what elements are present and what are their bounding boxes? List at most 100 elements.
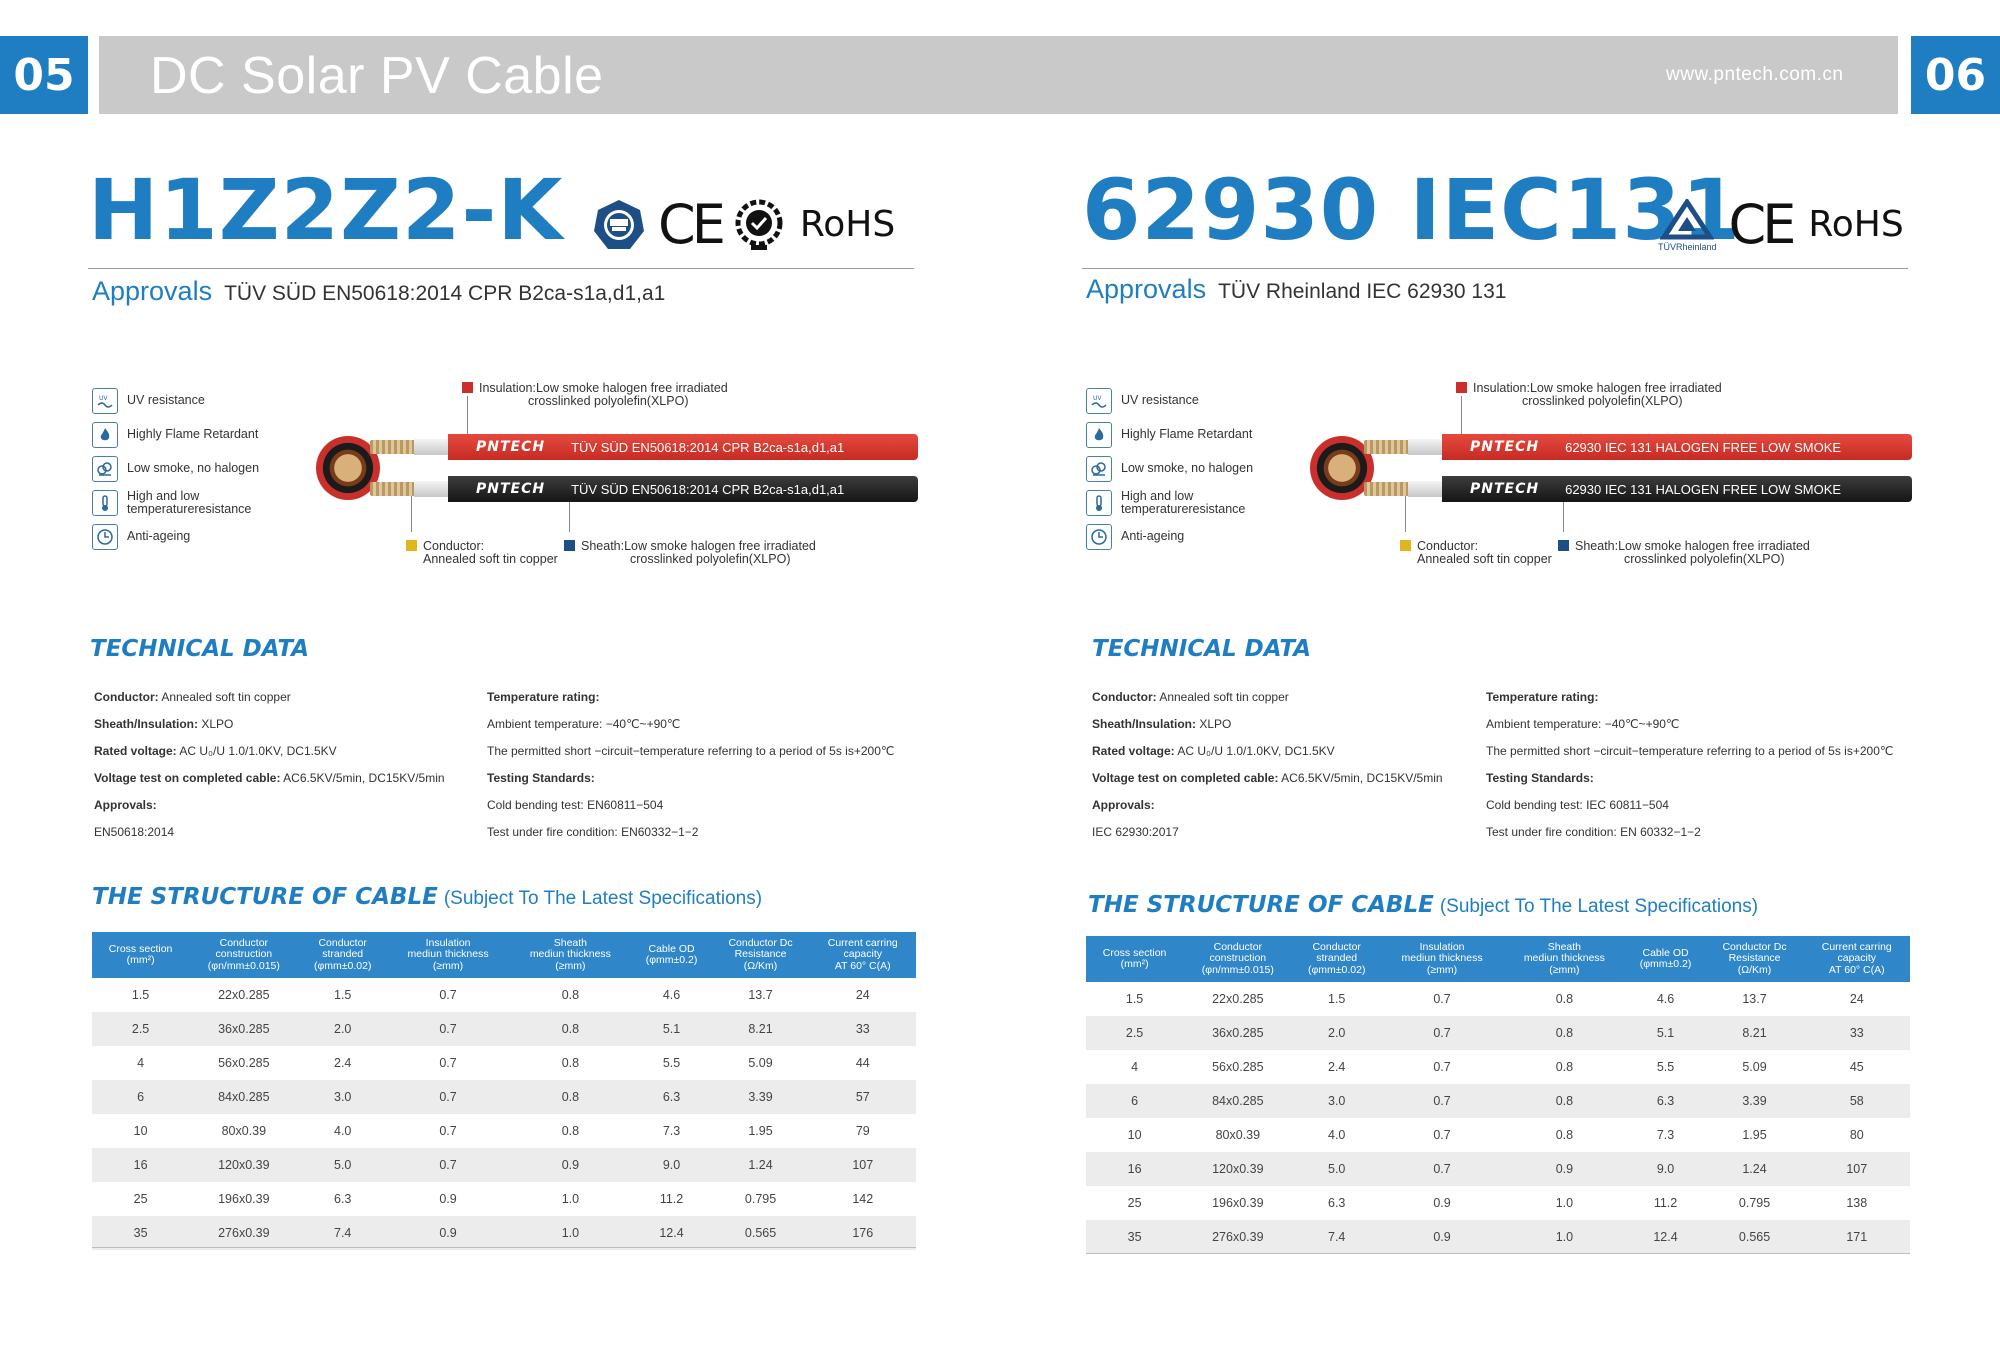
clock-icon — [1086, 524, 1112, 550]
table-cell: 22x0.285 — [189, 978, 299, 1012]
table-cell: 0.8 — [1503, 1084, 1626, 1118]
feature-item: High and low temperatureresistance — [92, 486, 267, 520]
table-cell: 0.795 — [711, 1182, 810, 1216]
conductor-text-1: Conductor: — [423, 539, 485, 553]
rohs-mark: RoHS — [1808, 204, 1904, 245]
structure-title-text: THE STRUCTURE OF CABLE — [92, 884, 438, 910]
table-cell: 0.8 — [1503, 1016, 1626, 1050]
table-cell: 36x0.285 — [189, 1012, 299, 1046]
column-header-line: Conductor Dc — [1722, 941, 1787, 954]
table-cell: 2.4 — [1292, 1050, 1381, 1084]
table-cell: 276x0.39 — [1183, 1220, 1293, 1254]
approvals-label: Approvals — [92, 276, 213, 306]
clock-icon — [92, 524, 118, 550]
table-cell: 1.5 — [92, 978, 190, 1012]
tech-line: Testing Standards: — [1486, 771, 1594, 785]
approvals: Approvals TÜV SÜD EN50618:2014 CPR B2ca-… — [92, 276, 665, 307]
feature-list: UV UV resistance Highly Flame Retardant … — [92, 384, 267, 554]
table-row: 1.5 22x0.285 1.5 0.7 0.8 4.6 13.7 24 — [92, 978, 916, 1012]
table-cell: 5.0 — [1292, 1152, 1381, 1186]
table-cell: 25 — [1086, 1186, 1184, 1220]
table-cell: 1.24 — [711, 1148, 810, 1182]
callout-line — [569, 502, 570, 532]
column-header: Cross section (mm²) — [92, 932, 190, 978]
callout-line — [1405, 496, 1406, 532]
tech-line: Rated voltage: AC U₀/U 1.0/1.0KV, DC1.5K… — [94, 744, 337, 758]
column-header-line: Cable OD — [648, 942, 695, 955]
table-cell: 12.4 — [1625, 1220, 1706, 1254]
model-name: H1Z2Z2-K — [88, 161, 564, 259]
table-cell: 1.95 — [711, 1114, 810, 1148]
table-cell: 0.9 — [1503, 1152, 1626, 1186]
tech-line: Temperature rating: — [487, 690, 600, 704]
table-cell: 0.9 — [1380, 1220, 1504, 1254]
structure-table: Cross section (mm²) Conductor construction(… — [92, 932, 916, 1250]
column-header-line: Current carring — [1821, 941, 1892, 954]
column-header-line: Current carring — [827, 937, 898, 950]
uv-icon: UV — [1086, 388, 1112, 414]
column-header-line: Sheath — [553, 937, 588, 950]
column-header-line: mediun thickness — [529, 948, 611, 961]
table-cell: 3.39 — [711, 1080, 810, 1114]
table-row: 10 80x0.39 4.0 0.7 0.8 7.3 1.95 80 — [1086, 1118, 1910, 1152]
cable-print-black: 62930 IEC 131 HALOGEN FREE LOW SMOKE — [1565, 481, 1842, 497]
insulation-text-1: Insulation:Low smoke halogen free irradi… — [479, 381, 728, 395]
feature-label: UV resistance — [1121, 393, 1199, 408]
table-cell: 22x0.285 — [1183, 982, 1293, 1016]
table-cell: 11.2 — [631, 1182, 712, 1216]
table-cell: 5.09 — [1705, 1050, 1804, 1084]
flame-icon — [1086, 422, 1112, 448]
divider — [1082, 268, 1908, 269]
table-cell: 2.5 — [1086, 1016, 1184, 1050]
table-cell: 25 — [92, 1182, 190, 1216]
sheath-text-1: Sheath:Low smoke halogen free irradiated — [581, 539, 816, 553]
tech-line: Testing Standards: — [487, 771, 595, 785]
table-cell: 5.1 — [631, 1012, 712, 1046]
table-cell: 0.7 — [1380, 982, 1504, 1016]
cable-cross-section — [1310, 436, 1374, 500]
table-row: 25 196x0.39 6.3 0.9 1.0 11.2 0.795 142 — [92, 1182, 916, 1216]
table-row: 25 196x0.39 6.3 0.9 1.0 11.2 0.795 138 — [1086, 1186, 1910, 1220]
cable-print-red: TÜV SÜD EN50618:2014 CPR B2ca-s1a,d1,a1 — [571, 439, 845, 455]
tech-line: Cold bending test: EN60811−504 — [487, 798, 664, 812]
website-url: www.pntech.com.cn — [1666, 64, 1844, 85]
flame-icon — [92, 422, 118, 448]
column-header-line: (Ω/Km) — [1737, 963, 1772, 976]
cable-brand: PNTECH — [476, 439, 546, 455]
structure-subtitle: (Subject To The Latest Specifications) — [443, 888, 763, 909]
feature-label: High and low temperatureresistance — [127, 488, 252, 516]
tech-line: The permitted short −circuit−temperature… — [487, 744, 895, 758]
insulation-callout: Insulation:Low smoke halogen free irradi… — [1456, 381, 1722, 408]
column-header-line: (φmm±0.2) — [645, 954, 698, 966]
table-row: 2.5 36x0.285 2.0 0.7 0.8 5.1 8.21 33 — [1086, 1016, 1910, 1050]
column-header-line: (Ω/Km) — [743, 959, 778, 972]
column-header: Cable OD (φmm±0.2) — [1625, 936, 1706, 982]
table-cell: 80x0.39 — [1183, 1118, 1293, 1152]
feature-item: UV UV resistance — [1086, 384, 1261, 418]
table-cell: 107 — [1803, 1152, 1910, 1186]
table-cell: 4.6 — [631, 978, 712, 1012]
page-number-left: 05 — [0, 36, 88, 114]
table-cell: 176 — [809, 1216, 916, 1250]
black-cable-core — [370, 479, 450, 499]
table-cell: 0.8 — [509, 1080, 632, 1114]
column-header: Conductor stranded (φmm±0.02) — [298, 932, 387, 978]
column-header: Insulation mediun thickness (≥mm) — [1380, 936, 1504, 982]
table-cell: 84x0.285 — [189, 1080, 299, 1114]
table-cell: 9.0 — [631, 1148, 712, 1182]
red-cable-core — [1364, 437, 1444, 457]
callout-line — [1563, 502, 1564, 532]
approvals-text: TÜV SÜD EN50618:2014 CPR B2ca-s1a,d1,a1 — [224, 282, 666, 305]
svg-text:UV: UV — [1093, 395, 1102, 402]
column-header-line: stranded — [1316, 952, 1358, 965]
column-header-line: Conductor — [1213, 941, 1263, 954]
table-cell: 0.7 — [386, 1148, 510, 1182]
table-cell: 3.39 — [1705, 1084, 1804, 1118]
table-cell: 35 — [92, 1216, 190, 1250]
sheath-text-2: crosslinked polyolefin(XLPO) — [630, 552, 791, 567]
feature-label: Anti-ageing — [1121, 529, 1185, 544]
tech-line: Voltage test on completed cable: AC6.5KV… — [1092, 771, 1443, 785]
certification-marks: TÜVRheinland CE RoHS — [1658, 198, 1904, 252]
table-cell: 6 — [1086, 1084, 1184, 1118]
table-cell: 0.8 — [509, 1114, 632, 1148]
